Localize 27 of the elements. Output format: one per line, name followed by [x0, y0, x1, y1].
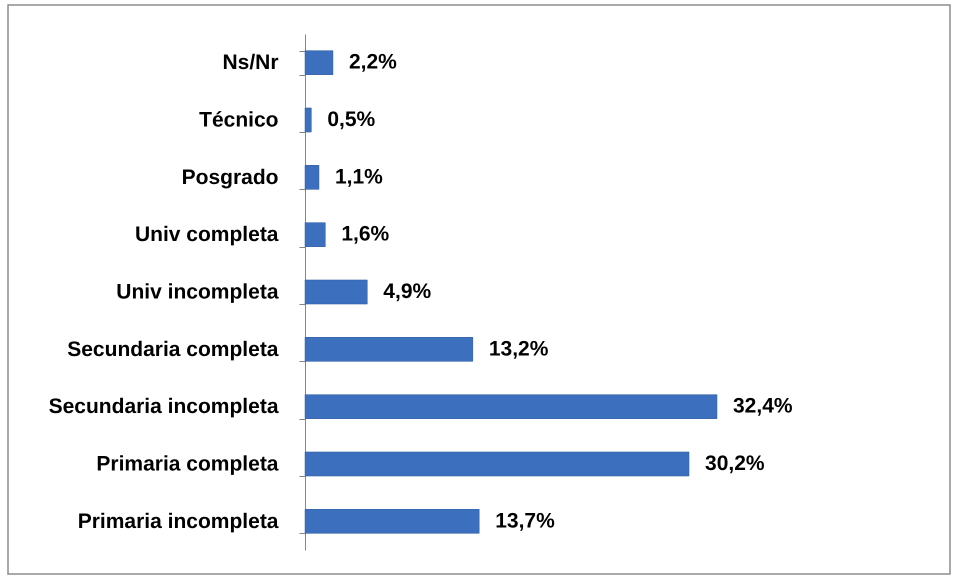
data-label: 30,2% — [705, 452, 765, 475]
bar — [304, 50, 334, 75]
y-tick-label: Univ incompleta — [116, 280, 279, 304]
bar — [304, 452, 690, 476]
bar — [304, 509, 480, 534]
bar — [304, 337, 474, 362]
y-tick-label: Técnico — [199, 108, 278, 132]
data-label: 0,5% — [327, 108, 376, 131]
bar — [304, 108, 312, 132]
y-tick-label: Posgrado — [182, 166, 278, 189]
data-label: 4,9% — [383, 280, 432, 303]
data-label: 1,1% — [334, 165, 384, 188]
data-label: 2,2% — [348, 50, 398, 74]
bar — [304, 165, 320, 190]
y-tick-label: Primaria completa — [96, 452, 279, 476]
y-tick-label: Secundaria incompleta — [48, 395, 279, 418]
data-label: 13,2% — [488, 337, 549, 360]
y-tick-label: Primaria incompleta — [78, 510, 279, 533]
bar — [304, 222, 326, 247]
y-tick-label: Univ completa — [134, 223, 279, 246]
bar — [304, 394, 718, 419]
data-label: 32,4% — [733, 394, 793, 418]
y-tick-label: Secundaria completa — [67, 338, 279, 361]
data-label: 1,6% — [341, 222, 390, 246]
y-tick-label: Ns/Nr — [222, 51, 278, 74]
bar — [304, 280, 368, 304]
data-label: 13,7% — [495, 509, 556, 532]
